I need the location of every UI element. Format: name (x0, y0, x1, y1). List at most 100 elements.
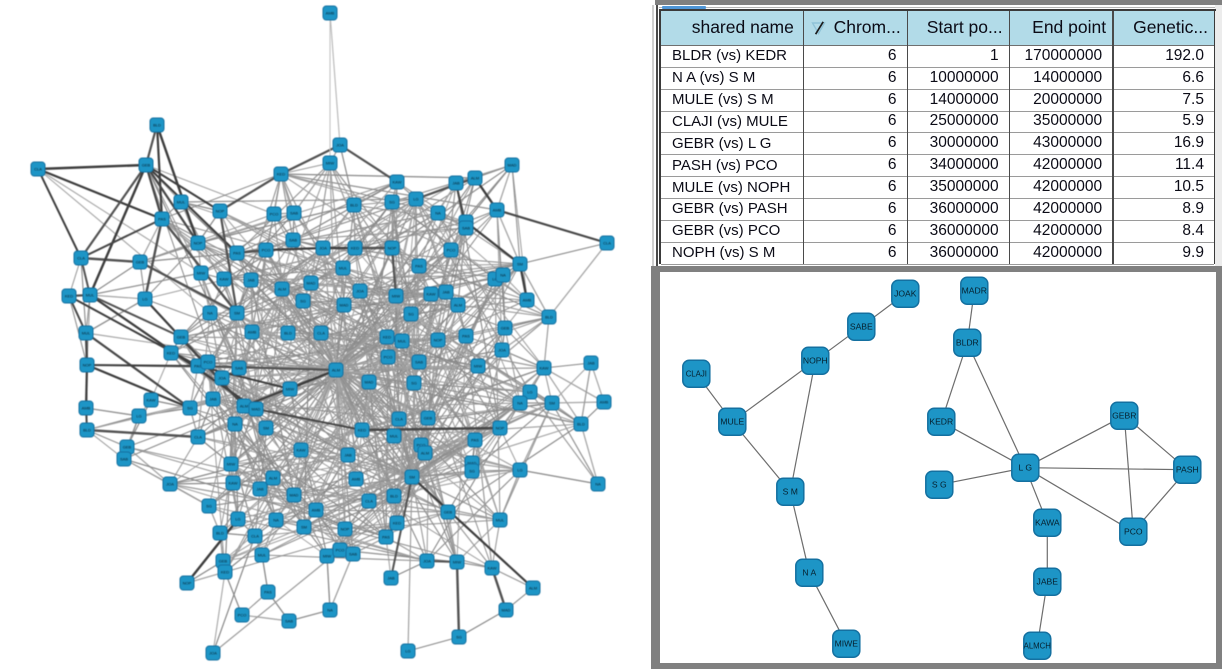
svg-text:GEB: GEB (444, 510, 453, 515)
svg-text:PCO: PCO (1124, 527, 1143, 537)
svg-text:JAB: JAB (587, 361, 595, 366)
svg-text:BLDR: BLDR (956, 338, 979, 348)
svg-text:PCO: PCO (238, 613, 247, 618)
svg-text:GEB: GEB (142, 163, 151, 168)
svg-text:KED: KED (393, 521, 401, 526)
svg-text:KED: KED (358, 428, 366, 433)
svg-text:SG: SG (469, 469, 475, 474)
svg-text:PAS: PAS (462, 334, 470, 339)
svg-text:MAD: MAD (365, 380, 374, 385)
svg-text:JABE: JABE (1037, 577, 1059, 587)
svg-text:MAD: MAD (340, 303, 349, 308)
svg-text:ALM: ALM (332, 368, 340, 373)
svg-text:BLD: BLD (153, 123, 161, 128)
svg-text:LG: LG (517, 468, 522, 473)
svg-text:JOAK: JOAK (894, 289, 917, 299)
svg-text:NA: NA (595, 482, 601, 487)
svg-text:NOPH: NOPH (803, 356, 828, 366)
svg-text:AMB: AMB (326, 11, 335, 16)
svg-text:KED: KED (221, 570, 229, 575)
svg-text:PAS: PAS (264, 590, 272, 595)
svg-text:MIW: MIW (392, 294, 400, 299)
svg-text:AMB: AMB (312, 508, 321, 513)
svg-text:AMB: AMB (248, 330, 257, 335)
svg-text:ALM: ALM (240, 404, 248, 409)
svg-text:BLD: BLD (545, 315, 553, 320)
svg-text:JOA: JOA (423, 559, 431, 564)
svg-text:BLD: BLD (350, 203, 358, 208)
svg-text:GEB: GEB (219, 559, 228, 564)
svg-text:LG: LG (492, 277, 497, 282)
svg-text:JAB: JAB (209, 397, 217, 402)
svg-text:JAB: JAB (247, 278, 255, 283)
svg-text:MIW: MIW (227, 462, 235, 467)
svg-text:SAB: SAB (285, 619, 293, 624)
svg-text:BLD: BLD (83, 428, 91, 433)
svg-text:NA: NA (273, 518, 279, 523)
svg-text:SG: SG (456, 635, 462, 640)
svg-text:JAB: JAB (256, 487, 264, 492)
svg-text:JOA: JOA (319, 246, 327, 251)
svg-text:PCO: PCO (447, 248, 456, 253)
svg-text:ALM: ALM (529, 586, 537, 591)
svg-text:NA: NA (517, 401, 523, 406)
svg-text:SG: SG (411, 381, 417, 386)
svg-text:MIW: MIW (286, 387, 294, 392)
svg-text:MAD: MAD (508, 163, 517, 168)
svg-text:JOA: JOA (166, 482, 174, 487)
svg-text:SG: SG (187, 406, 193, 411)
svg-text:SG: SG (206, 504, 212, 509)
svg-text:GEB: GEB (501, 326, 510, 331)
svg-text:CLA: CLA (194, 435, 202, 440)
svg-text:AMB: AMB (352, 477, 361, 482)
svg-text:GEBR: GEBR (1112, 411, 1136, 421)
svg-text:ALMCH: ALMCH (1024, 642, 1051, 651)
svg-text:PAS: PAS (233, 251, 241, 256)
svg-text:JOA: JOA (336, 143, 344, 148)
svg-text:SM: SM (263, 426, 269, 431)
svg-text:MUL: MUL (398, 339, 407, 344)
svg-text:CLA: CLA (77, 256, 85, 261)
svg-text:MUL: MUL (82, 331, 91, 336)
svg-text:MAD: MAD (252, 407, 261, 412)
svg-text:BLD: BLD (390, 494, 398, 499)
svg-text:MIW: MIW (474, 364, 482, 369)
svg-text:L G: L G (1019, 463, 1033, 473)
svg-text:BLD: BLD (216, 531, 224, 536)
svg-text:JOA: JOA (498, 348, 506, 353)
svg-text:PCO: PCO (384, 355, 393, 360)
svg-text:S M: S M (783, 487, 798, 497)
svg-text:NOP: NOP (183, 581, 192, 586)
svg-text:GEB: GEB (136, 260, 145, 265)
svg-text:SAB: SAB (349, 552, 357, 557)
svg-text:JOA: JOA (209, 651, 217, 656)
svg-text:SAB: SAB (415, 360, 423, 365)
svg-text:PAS: PAS (382, 535, 390, 540)
svg-text:ALM: ALM (454, 303, 462, 308)
svg-text:SG: SG (300, 299, 306, 304)
svg-text:PCO: PCO (417, 443, 426, 448)
svg-text:SAB: SAB (235, 366, 243, 371)
svg-text:NA: NA (500, 273, 506, 278)
svg-text:JAB: JAB (387, 576, 395, 581)
svg-text:MIW: MIW (197, 271, 205, 276)
svg-text:MAD: MAD (502, 608, 511, 613)
svg-text:PAS: PAS (415, 264, 423, 269)
svg-text:MAD: MAD (307, 281, 316, 286)
svg-text:LG: LG (413, 197, 418, 202)
svg-text:PAS: PAS (158, 217, 166, 222)
svg-text:NOP: NOP (388, 246, 397, 251)
svg-text:KAW: KAW (488, 566, 497, 571)
svg-text:JOA: JOA (218, 376, 226, 381)
svg-text:MULE: MULE (720, 417, 744, 427)
svg-text:NA: NA (232, 422, 238, 427)
svg-text:SM: SM (409, 475, 415, 480)
svg-text:LG: LG (405, 649, 410, 654)
svg-text:MAD: MAD (468, 461, 477, 466)
svg-text:LG: LG (142, 297, 147, 302)
svg-text:NA: NA (435, 211, 441, 216)
svg-text:KED: KED (351, 246, 359, 251)
svg-text:MIW: MIW (323, 554, 331, 559)
svg-text:ALM: ALM (471, 176, 479, 181)
svg-text:BLD: BLD (577, 422, 585, 427)
